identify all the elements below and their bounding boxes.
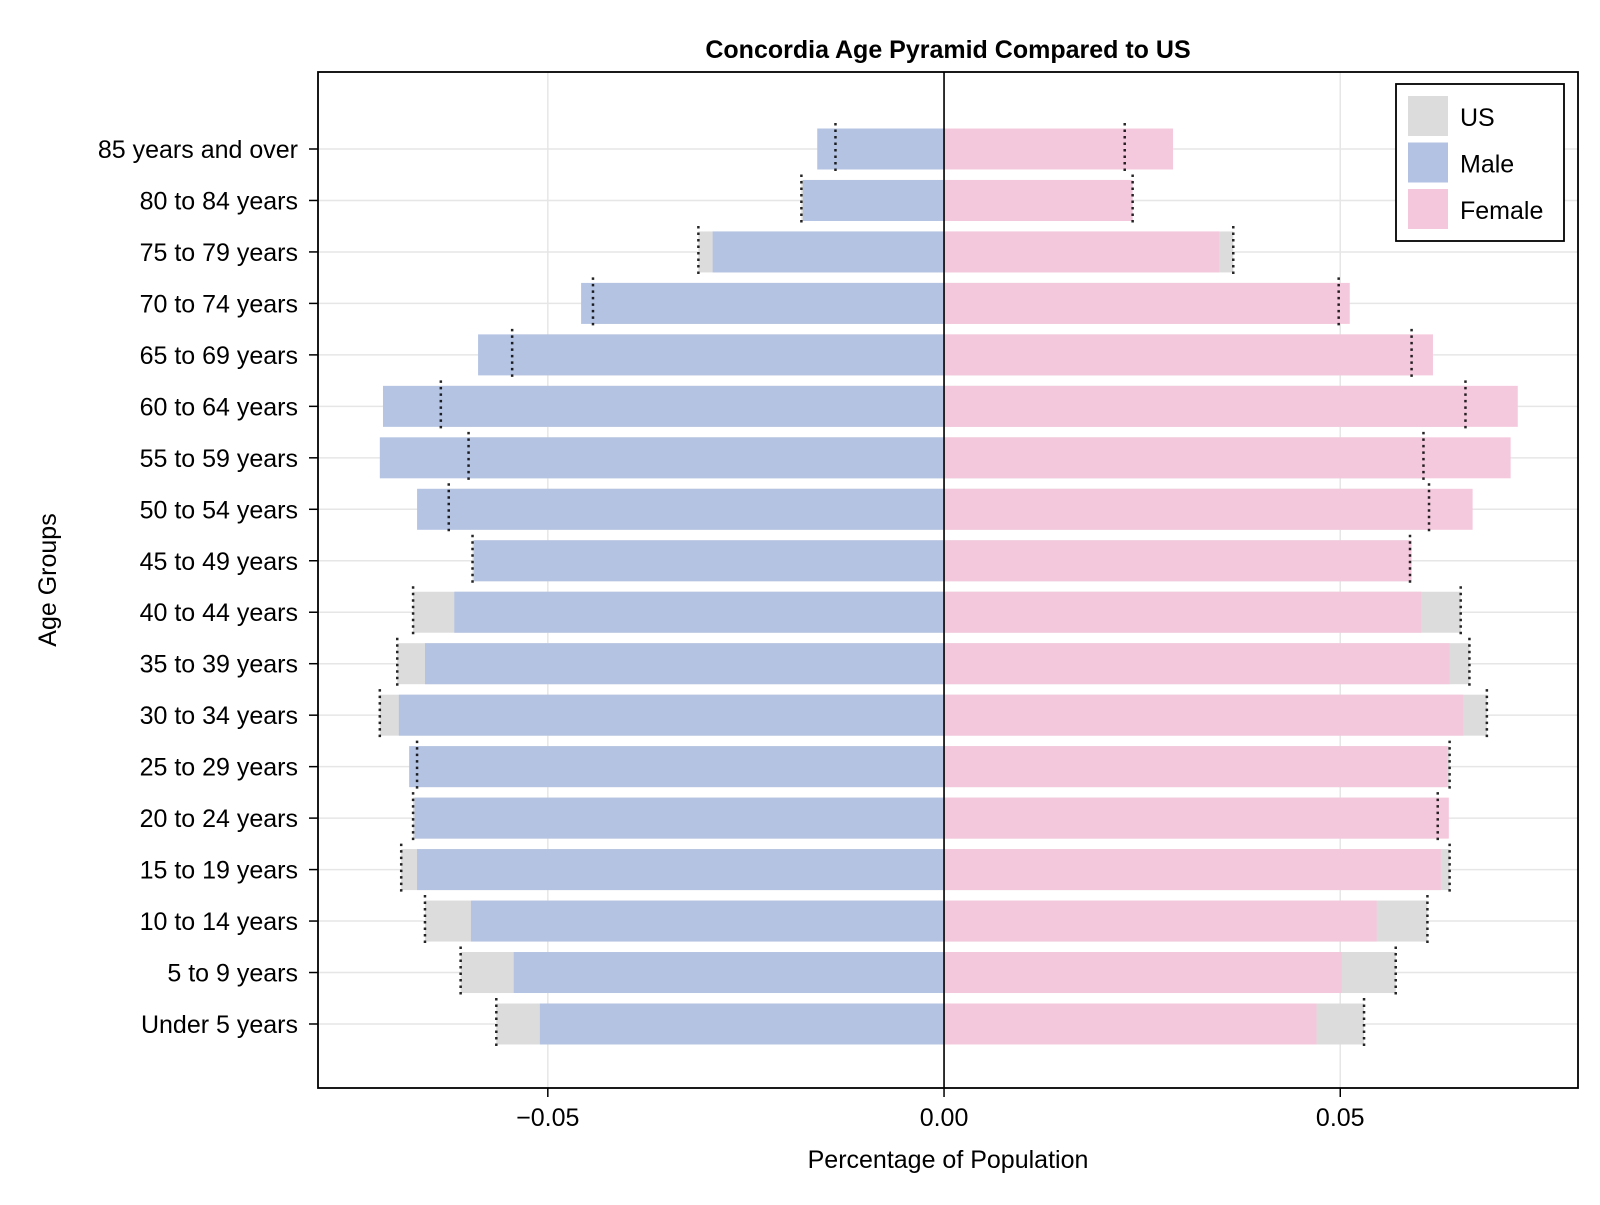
y-tick-label: 30 to 34 years: [140, 702, 298, 730]
y-tick-label: 75 to 79 years: [140, 239, 298, 267]
female-bar: [944, 1003, 1317, 1045]
female-bar: [944, 746, 1448, 788]
male-bar: [513, 952, 945, 994]
y-tick-label: 50 to 54 years: [140, 496, 298, 524]
female-bar: [944, 643, 1450, 685]
female-bar: [944, 282, 1350, 324]
female-bar: [944, 179, 1133, 221]
legend-label-us: US: [1460, 104, 1495, 132]
y-tick-label: 10 to 14 years: [140, 908, 298, 936]
male-bar: [802, 179, 945, 221]
x-tick-label: −0.05: [516, 1104, 579, 1132]
female-bar: [944, 849, 1441, 891]
us-marker-layer: [378, 123, 1489, 1050]
y-tick-label: 25 to 29 years: [140, 754, 298, 782]
y-axis-label: Age Groups: [34, 513, 62, 646]
female-bar: [944, 694, 1464, 736]
legend: US Male Female: [1395, 83, 1565, 242]
legend-swatch-female: [1408, 189, 1448, 229]
male-bar: [379, 437, 945, 479]
y-tick-label: 85 years and over: [98, 136, 298, 164]
y-tick-label: 40 to 44 years: [140, 599, 298, 627]
male-bar: [424, 643, 945, 685]
female-bar: [944, 128, 1174, 170]
female-bar: [944, 385, 1518, 427]
tick-layer: Under 5 years 5 to 9 years 10 to 14 years 1…: [98, 136, 1365, 1132]
male-bar: [581, 282, 945, 324]
y-tick-label: 65 to 69 years: [140, 342, 298, 370]
chart-title: Concordia Age Pyramid Compared to US: [705, 36, 1190, 64]
male-bar: [398, 694, 945, 736]
x-axis-label: Percentage of Population: [808, 1146, 1089, 1174]
y-tick-label: Under 5 years: [141, 1011, 298, 1039]
male-bar: [474, 540, 945, 582]
x-tick-label: 0.05: [1316, 1104, 1365, 1132]
male-bar: [817, 128, 945, 170]
y-tick-label: 45 to 49 years: [140, 548, 298, 576]
male-bar: [454, 591, 945, 633]
plot-frame: [317, 71, 1579, 1089]
female-bar: [944, 540, 1412, 582]
male-bar: [382, 385, 945, 427]
x-tick-label: 0.00: [920, 1104, 969, 1132]
female-bar: [944, 334, 1433, 376]
y-tick-label: 15 to 19 years: [140, 857, 298, 885]
female-bar: [944, 488, 1473, 530]
female-bar: [944, 797, 1449, 839]
legend-swatch-us: [1408, 96, 1448, 136]
y-tick-label: 80 to 84 years: [140, 187, 298, 215]
legend-label-male: Male: [1460, 151, 1514, 179]
male-bar: [712, 231, 945, 273]
female-bar: [944, 231, 1220, 273]
y-tick-label: 70 to 74 years: [140, 290, 298, 318]
y-tick-label: 55 to 59 years: [140, 445, 298, 473]
legend-swatch-male: [1408, 142, 1448, 183]
female-bar: [944, 591, 1422, 633]
y-tick-label: 60 to 64 years: [140, 393, 298, 421]
y-tick-label: 20 to 24 years: [140, 805, 298, 833]
y-tick-label: 5 to 9 years: [167, 960, 298, 988]
male-bar: [478, 334, 945, 376]
legend-label-female: Female: [1460, 197, 1543, 225]
male-bar: [414, 797, 945, 839]
male-bar: [470, 900, 945, 942]
male-bar: [417, 849, 945, 891]
y-tick-label: 35 to 39 years: [140, 651, 298, 679]
female-bar: [944, 900, 1377, 942]
male-bar: [417, 488, 945, 530]
male-bar: [409, 746, 945, 788]
female-bar: [944, 952, 1342, 994]
male-bar: [539, 1003, 945, 1045]
population-bars-layer: [379, 128, 1518, 1045]
female-bar: [944, 437, 1511, 479]
